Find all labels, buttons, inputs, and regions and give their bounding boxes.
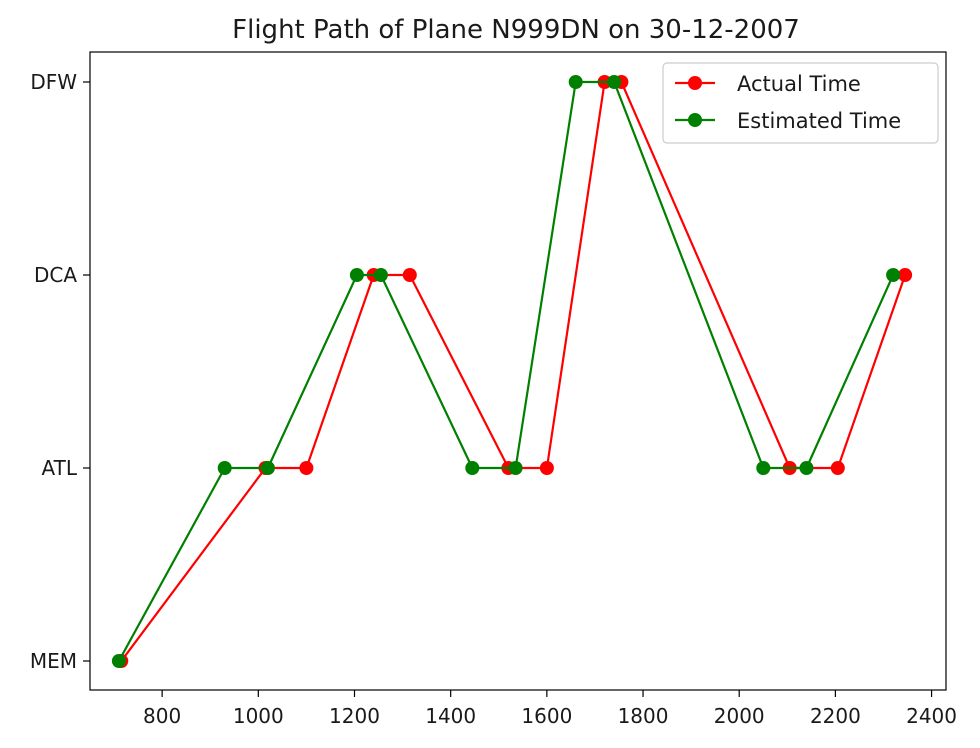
x-tick-label-2: 1200: [329, 704, 380, 728]
series-line-1: [117, 80, 895, 662]
x-tick-label-1: 1000: [233, 704, 284, 728]
series-1-point-10: [799, 461, 814, 475]
x-tick-label-5: 1800: [618, 704, 669, 728]
legend-label-1: Estimated Time: [737, 109, 901, 133]
series-1-point-0: [111, 654, 126, 668]
legend-marker-1: [688, 113, 702, 127]
x-tick-label-0: 800: [143, 704, 181, 728]
legend-marker-0: [688, 76, 702, 90]
series-0-point-6: [539, 461, 554, 475]
y-tick-label-0: MEM: [30, 649, 77, 673]
series-0-point-4: [402, 268, 417, 282]
series-0-point-10: [830, 461, 845, 475]
series-1-point-5: [465, 461, 480, 475]
series-1-point-3: [349, 268, 364, 282]
legend: Actual Time Estimated Time: [662, 62, 939, 144]
y-tick-label-3: DFW: [30, 70, 77, 94]
series-0-point-11: [898, 268, 913, 282]
series-1-point-9: [756, 461, 771, 475]
plot-area: [111, 75, 913, 668]
series-1-point-6: [508, 461, 523, 475]
chart-title: Flight Path of Plane N999DN on 30-12-200…: [232, 15, 800, 45]
y-tick-label-1: ATL: [42, 456, 78, 480]
series-0-point-2: [299, 461, 314, 475]
x-tick-label-3: 1400: [425, 704, 476, 728]
axes: 800 1000 1200 1400 1600 1800 2000 2200 2400 MEM AT…: [30, 51, 957, 728]
series-1-point-2: [260, 461, 275, 475]
axes-frame: [89, 51, 947, 691]
x-tick-label-7: 2200: [810, 704, 861, 728]
y-tick-label-2: DCA: [34, 263, 77, 287]
legend-label-0: Actual Time: [737, 72, 861, 96]
legend-box: [662, 62, 939, 144]
x-tick-label-8: 2400: [906, 704, 957, 728]
x-tick-label-6: 2000: [714, 704, 765, 728]
series-1-point-1: [217, 461, 232, 475]
x-tick-label-4: 1600: [521, 704, 572, 728]
series-1-point-8: [607, 75, 622, 89]
series-1-point-11: [886, 268, 901, 282]
series-1-point-7: [568, 75, 583, 89]
series-1-point-4: [373, 268, 388, 282]
